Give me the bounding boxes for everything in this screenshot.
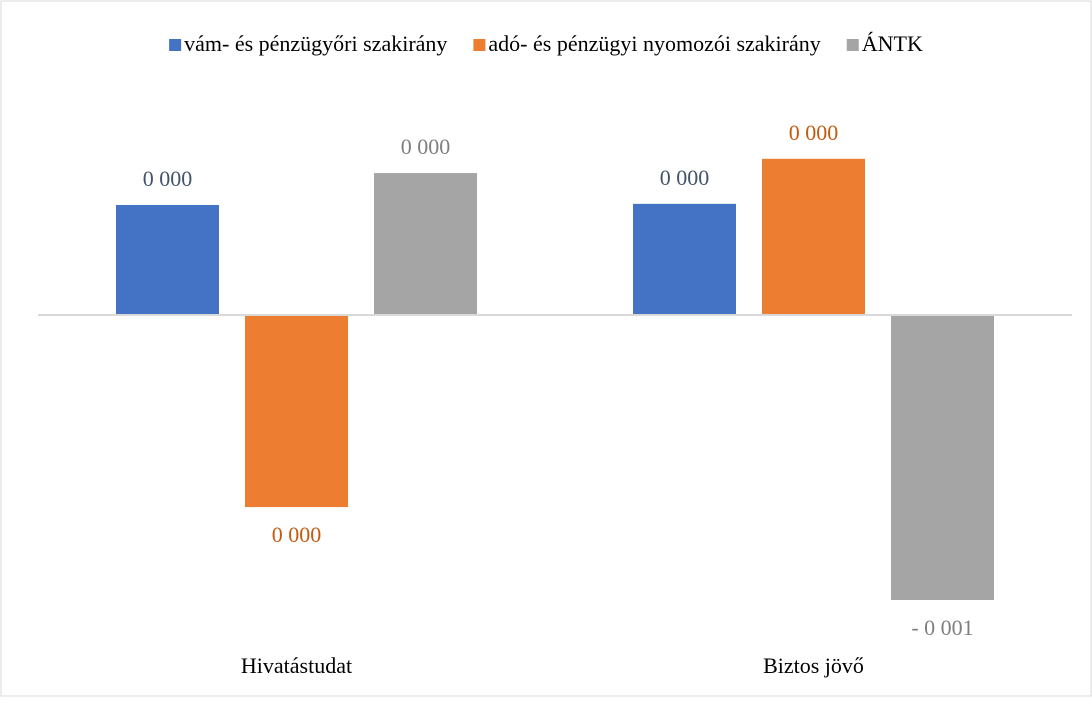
bar bbox=[633, 203, 736, 315]
bar bbox=[116, 204, 219, 315]
bar bbox=[762, 158, 865, 315]
data-label: 0 000 bbox=[789, 120, 839, 145]
bar bbox=[891, 315, 994, 600]
x-tick-label: Hivatástudat bbox=[241, 653, 352, 678]
legend-swatch bbox=[846, 39, 859, 51]
data-label: 0 000 bbox=[143, 166, 193, 191]
data-label: 0 000 bbox=[401, 134, 451, 159]
legend-label: adó- és pénzügyi nyomozói szakirány bbox=[488, 31, 820, 56]
data-label: 0 000 bbox=[660, 165, 710, 190]
bar bbox=[374, 173, 477, 315]
legend-label: ÁNTK bbox=[862, 31, 923, 56]
legend-label: vám- és pénzügyőri szakirány bbox=[184, 31, 447, 56]
data-label: - 0 001 bbox=[911, 615, 973, 640]
data-label: 0 000 bbox=[272, 522, 322, 547]
legend-swatch bbox=[473, 39, 486, 51]
legend-swatch bbox=[169, 39, 182, 51]
x-tick-label: Biztos jövő bbox=[763, 653, 864, 678]
bar bbox=[245, 315, 348, 508]
